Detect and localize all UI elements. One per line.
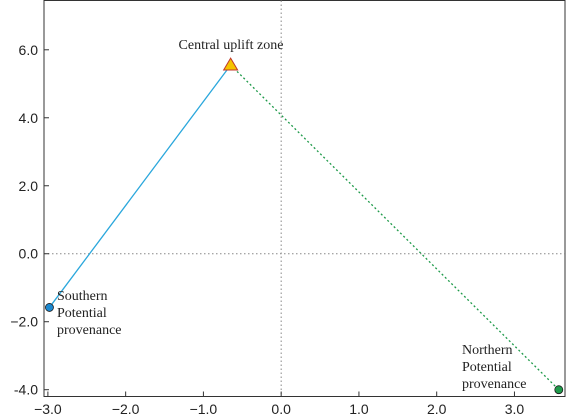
point-northern bbox=[554, 385, 564, 395]
point-southern bbox=[45, 303, 54, 312]
connector-line-southern bbox=[48, 64, 232, 308]
annotation-central-line: Central uplift zone bbox=[179, 38, 284, 53]
y-tick-label: 4.0 bbox=[19, 110, 39, 126]
x-tick-label: 2.0 bbox=[427, 401, 447, 417]
annotation-northern-line: Potential bbox=[462, 360, 512, 375]
annotation-northern-line: Northern bbox=[462, 343, 513, 358]
y-tick-label: 2.0 bbox=[19, 178, 39, 194]
y-tick-label: 6.0 bbox=[19, 42, 39, 58]
annotation-southern-line: provenance bbox=[57, 323, 122, 338]
x-tick-label: 3.0 bbox=[505, 401, 525, 417]
x-tick-label: −3.0 bbox=[34, 401, 62, 417]
annotation-southern-line: Potential bbox=[57, 306, 107, 321]
x-tick-label: −2.0 bbox=[112, 401, 140, 417]
point-central bbox=[222, 57, 239, 71]
annotation-southern-line: Southern bbox=[57, 289, 108, 304]
x-tick-label: −1.0 bbox=[190, 401, 218, 417]
x-tick-label: 1.0 bbox=[349, 401, 369, 417]
annotation-northern-line: provenance bbox=[462, 377, 527, 392]
y-tick-label: 0.0 bbox=[19, 246, 39, 262]
y-tick-label: −2.0 bbox=[10, 314, 38, 330]
x-tick-label: 0.0 bbox=[271, 401, 291, 417]
y-tick-label: -4.0 bbox=[14, 382, 38, 398]
plot-frame bbox=[43, 0, 566, 397]
connector-line-northern bbox=[230, 64, 560, 391]
